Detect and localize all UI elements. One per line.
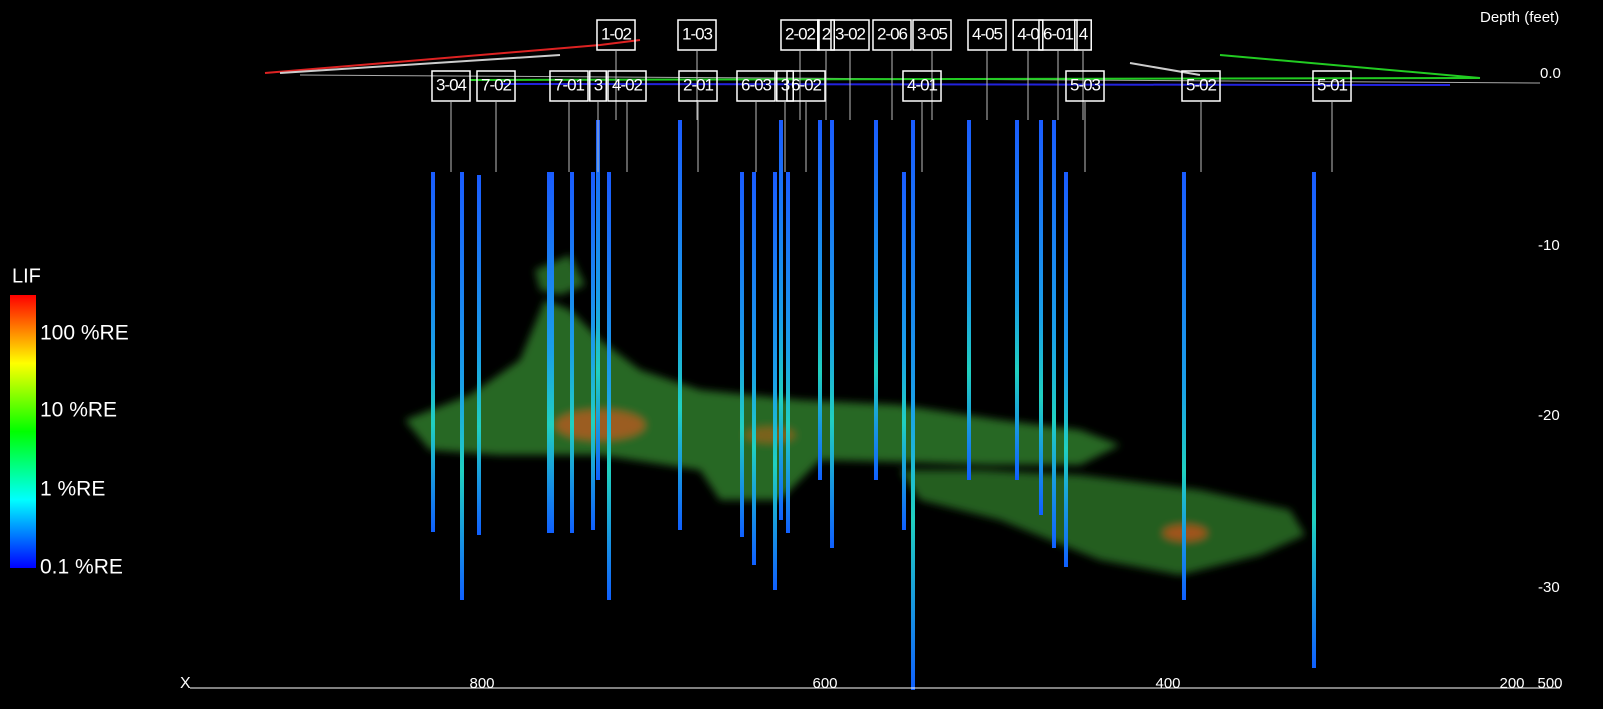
boring-label: 4 [1079, 24, 1088, 43]
boring-label-box [912, 19, 952, 51]
boring-log [1182, 172, 1186, 600]
boring-label: 2-02 [785, 24, 816, 43]
depth-tick-label: -30 [1538, 579, 1560, 596]
boring-log [779, 120, 783, 520]
boring-label-box [607, 70, 647, 102]
boring-label: 3-02 [835, 24, 866, 43]
boring-log [1015, 120, 1019, 480]
boring-label: 6-02 [791, 75, 822, 94]
boring-label: 7-01 [554, 75, 585, 94]
boring-log [431, 172, 435, 532]
boring-log [1312, 172, 1316, 668]
boring-log [773, 172, 777, 590]
boring-label: 5-01 [1317, 75, 1348, 94]
depth-tick-label: -20 [1538, 407, 1560, 424]
boring-log [550, 172, 554, 533]
boring-label-box [1312, 70, 1352, 102]
boring-label-box [902, 70, 942, 102]
boring-log [911, 120, 915, 690]
boring-label-box [1012, 19, 1044, 51]
boring-label-box [872, 19, 912, 51]
legend-label: 10 %RE [40, 399, 117, 422]
boring-log [570, 172, 574, 533]
boring-label: 5-03 [1070, 75, 1101, 94]
boring-log [1039, 120, 1043, 515]
boring-label-box [589, 70, 607, 102]
boring-log [752, 172, 756, 565]
boring-label-box [1065, 70, 1105, 102]
x-axis-label: X [180, 675, 191, 692]
boring-label: 4-01 [907, 75, 938, 94]
boring-label-box [1181, 70, 1221, 102]
boring-label: 2-06 [877, 24, 908, 43]
boring-label: 2-01 [683, 75, 714, 94]
boring-label-box [776, 70, 794, 102]
boring-label: 3 [594, 75, 603, 94]
boring-label: 3 [781, 75, 790, 94]
boring-log [678, 120, 682, 530]
boring-label: 2 [822, 24, 831, 43]
boring-log [786, 172, 790, 533]
boring-label-box [780, 19, 820, 51]
x-tick-label: 500 [1537, 675, 1562, 692]
boring-label-box [1074, 19, 1092, 51]
x-tick-label: 400 [1155, 675, 1180, 692]
boring-label: 6-01 [1043, 24, 1074, 43]
boring-label-box [786, 70, 826, 102]
boring-label: 6-03 [741, 75, 772, 94]
boring-label-box [830, 19, 870, 51]
boring-log [1064, 172, 1068, 567]
legend-title: LIF [12, 265, 41, 287]
legend-label: 1 %RE [40, 478, 105, 501]
boring-label-box [431, 70, 471, 102]
boring-label: 5-02 [1186, 75, 1217, 94]
boring-label-box [596, 19, 636, 51]
boring-log [740, 172, 744, 537]
legend-label: 100 %RE [40, 322, 129, 345]
depth-tick-label: -10 [1538, 237, 1560, 254]
boring-log [874, 120, 878, 480]
boring-label: 7-02 [481, 75, 512, 94]
boring-log [547, 172, 551, 533]
boring-label-box [678, 70, 718, 102]
boring-label: 1-03 [682, 24, 713, 43]
boring-log [460, 172, 464, 600]
boring-log [967, 120, 971, 480]
x-tick-label: 200 [1499, 675, 1524, 692]
boring-log [591, 172, 595, 530]
boring-label-box [736, 70, 776, 102]
boring-label: 3-05 [917, 24, 948, 43]
depth-axis-label: Depth (feet) [1480, 9, 1559, 26]
plume [405, 255, 1305, 575]
boring-label: 4-05 [972, 24, 1003, 43]
legend-label: 0.1 %RE [40, 556, 123, 579]
boring-label: 3-04 [436, 75, 467, 94]
boring-label-box [677, 19, 717, 51]
boring-log [830, 120, 834, 548]
boring-label-box [476, 70, 516, 102]
boring-label-box [817, 19, 835, 51]
colorbar [10, 295, 36, 568]
x-tick-label: 600 [812, 675, 837, 692]
boring-label-box [1038, 19, 1078, 51]
boring-log [1052, 120, 1056, 548]
boring-label-box [967, 19, 1007, 51]
boring-label: 4-02 [612, 75, 643, 94]
boring-log [607, 172, 611, 600]
boring-log [477, 175, 481, 535]
boring-log [596, 120, 600, 480]
depth-tick-label: 0.0 [1540, 65, 1561, 82]
surface-traces [264, 39, 1541, 86]
x-tick-label: 800 [469, 675, 494, 692]
boring-label-box [549, 70, 589, 102]
boring-log [902, 172, 906, 530]
boring-label: 4-0 [1017, 24, 1039, 43]
boring-log [818, 120, 822, 480]
boring-label: 1-02 [601, 24, 632, 43]
